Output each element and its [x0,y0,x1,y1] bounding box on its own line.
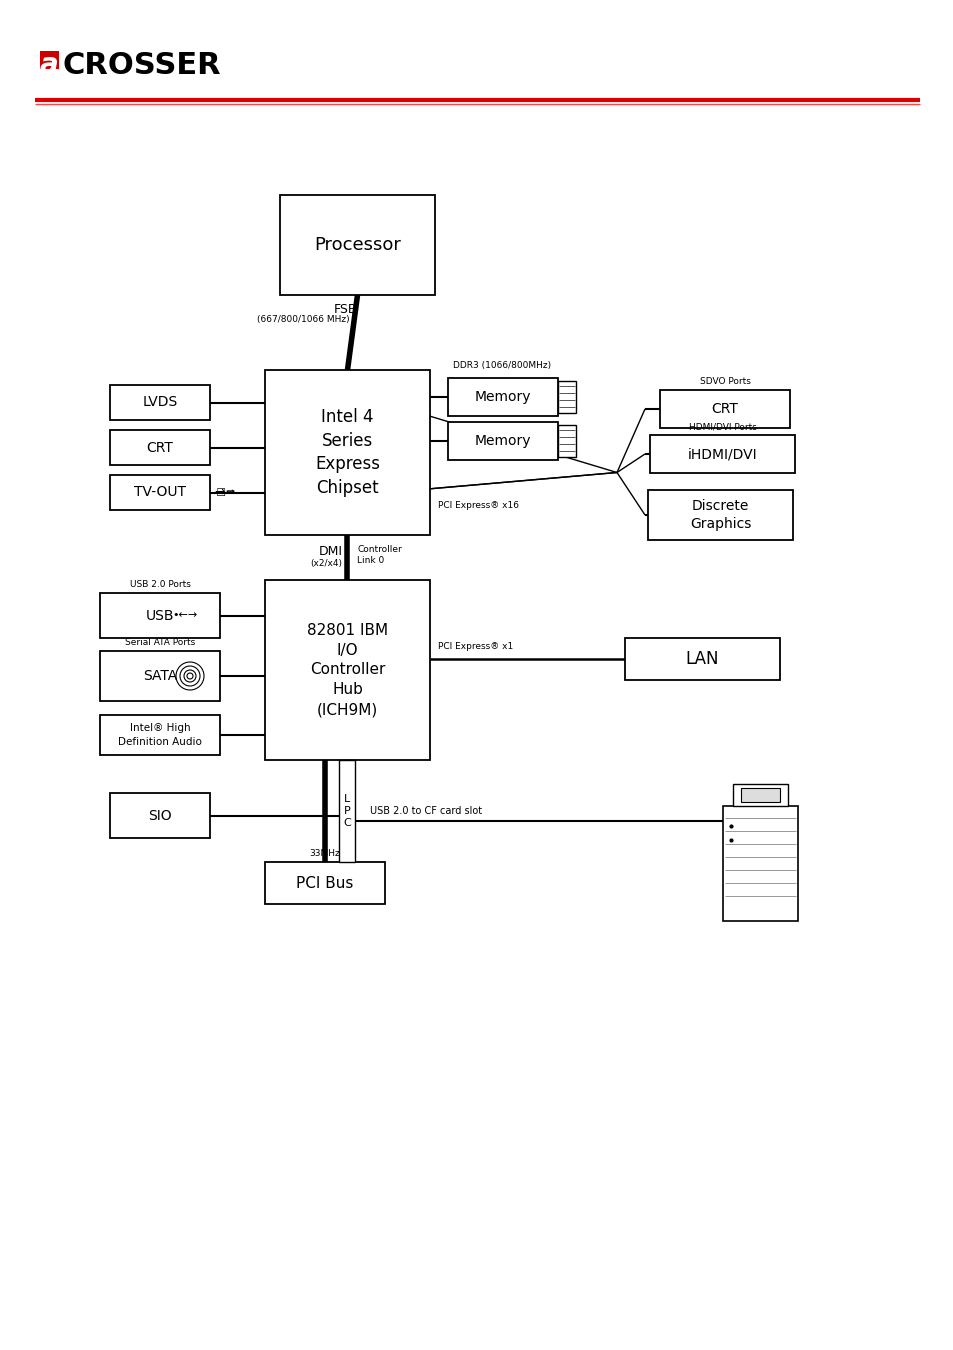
Bar [624,639,780,680]
Bar [558,425,576,456]
Text: USB 2.0 to CF card slot: USB 2.0 to CF card slot [370,806,482,817]
Bar [649,435,794,472]
Text: Memory: Memory [475,433,531,448]
Text: a: a [40,51,58,80]
Text: SATA: SATA [143,670,177,683]
Text: Intel 4
Series
Express
Chipset: Intel 4 Series Express Chipset [314,408,379,497]
Text: TV-OUT: TV-OUT [133,486,186,500]
Bar [339,760,355,863]
Bar [448,423,558,460]
Text: CRT: CRT [147,440,173,455]
Text: USB: USB [146,609,174,622]
Text: iHDMI/DVI: iHDMI/DVI [687,447,757,460]
Text: LAN: LAN [685,649,719,668]
Bar [558,381,576,413]
Text: Discrete
Graphics: Discrete Graphics [689,498,750,531]
Text: FSB: FSB [334,302,357,316]
Text: L
P
C: L P C [343,794,351,828]
Text: 82801 IBM
I/O
Controller
Hub
(ICH9M): 82801 IBM I/O Controller Hub (ICH9M) [307,622,388,717]
Text: PCI Bus: PCI Bus [296,876,354,891]
Bar [100,651,220,701]
Bar [659,390,789,428]
Text: Controller
Link 0: Controller Link 0 [357,545,402,566]
Text: Memory: Memory [475,390,531,404]
Bar [110,385,210,420]
Text: PCI Express® x16: PCI Express® x16 [437,501,518,510]
Bar [448,378,558,416]
Bar [722,806,797,921]
Text: Serial ATA Ports: Serial ATA Ports [125,639,195,647]
Text: CROSSER: CROSSER [63,50,221,80]
Text: Processor: Processor [314,236,400,254]
Text: SIO: SIO [148,809,172,822]
Text: LVDS: LVDS [142,396,177,409]
Bar [100,593,220,639]
Bar [265,370,430,535]
Text: DMI: DMI [318,545,342,558]
Text: (x2/x4): (x2/x4) [310,559,342,568]
Text: •←→: •←→ [172,610,197,621]
Text: USB 2.0 Ports: USB 2.0 Ports [130,580,191,589]
Bar [100,716,220,755]
Bar [647,490,792,540]
Text: SDVO Ports: SDVO Ports [699,377,750,386]
Bar [110,431,210,464]
Text: DDR3 (1066/800MHz): DDR3 (1066/800MHz) [453,360,551,370]
Text: (667/800/1066 MHz): (667/800/1066 MHz) [256,315,349,324]
Text: CRT: CRT [711,402,738,416]
Text: ▭: ▭ [225,487,234,498]
Text: Intel® High
Definition Audio: Intel® High Definition Audio [118,724,202,747]
Text: 33MHz: 33MHz [310,849,340,859]
Bar [740,788,780,802]
Bar [280,194,435,296]
Bar [40,51,59,69]
Bar [110,792,210,838]
Bar [732,784,787,806]
Bar [265,863,385,904]
Bar [110,475,210,510]
Text: HDMI/DVI Ports: HDMI/DVI Ports [688,423,756,431]
Text: □→: □→ [213,487,234,498]
Text: PCI Express® x1: PCI Express® x1 [437,643,513,651]
Bar [265,580,430,760]
Text: →: → [213,486,224,500]
